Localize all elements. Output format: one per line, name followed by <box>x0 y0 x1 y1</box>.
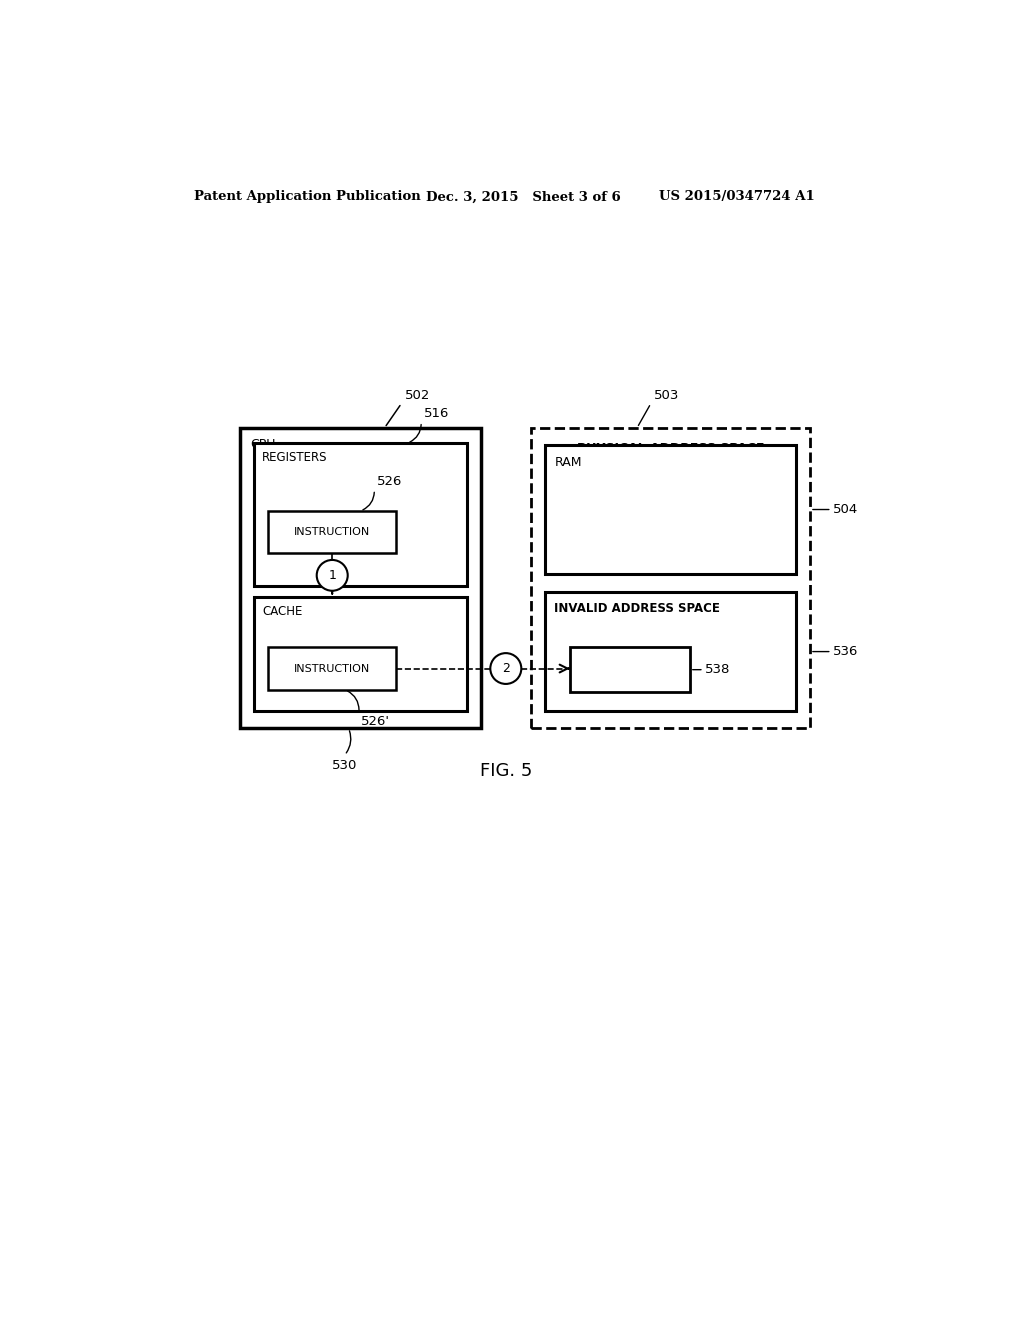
Text: 538: 538 <box>706 663 731 676</box>
Text: INSTRUCTION: INSTRUCTION <box>294 527 371 537</box>
Text: RAM: RAM <box>554 455 582 469</box>
Text: 530: 530 <box>332 759 357 772</box>
Text: 2: 2 <box>502 663 510 675</box>
Text: FIG. 5: FIG. 5 <box>479 762 532 780</box>
Text: CACHE: CACHE <box>262 605 302 618</box>
Bar <box>268 647 396 689</box>
Text: 504: 504 <box>834 503 858 516</box>
Bar <box>569 647 690 692</box>
Text: 503: 503 <box>654 388 680 401</box>
Text: INVALID ADDRESS SPACE: INVALID ADDRESS SPACE <box>554 602 720 615</box>
Text: CPU: CPU <box>251 438 275 451</box>
Bar <box>545 591 796 711</box>
Text: Dec. 3, 2015   Sheet 3 of 6: Dec. 3, 2015 Sheet 3 of 6 <box>426 190 622 203</box>
Bar <box>545 445 796 574</box>
Text: 1: 1 <box>329 569 336 582</box>
Bar <box>268 511 396 553</box>
Text: 516: 516 <box>424 407 449 420</box>
Text: 536: 536 <box>834 645 859 659</box>
Text: INSTRUCTION: INSTRUCTION <box>294 664 371 673</box>
Text: 526: 526 <box>377 475 402 488</box>
Text: REGISTERS: REGISTERS <box>262 451 328 465</box>
Text: US 2015/0347724 A1: US 2015/0347724 A1 <box>658 190 815 203</box>
Circle shape <box>316 560 348 591</box>
Text: 526': 526' <box>361 715 390 729</box>
Bar <box>254 597 467 711</box>
Bar <box>241 428 480 729</box>
Circle shape <box>490 653 521 684</box>
Bar <box>254 444 467 586</box>
Text: Patent Application Publication: Patent Application Publication <box>194 190 421 203</box>
Text: PHYSICAL ADDRESS SPACE: PHYSICAL ADDRESS SPACE <box>577 442 764 455</box>
Text: 502: 502 <box>404 388 430 401</box>
Bar <box>531 428 810 729</box>
